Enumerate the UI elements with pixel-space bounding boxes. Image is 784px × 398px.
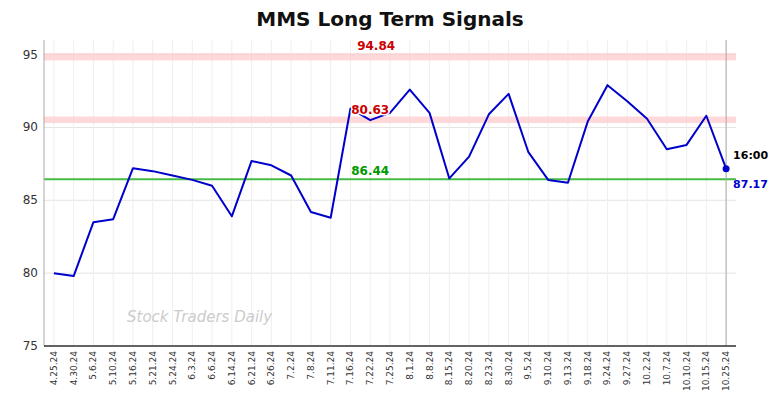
x-tick-label: 9.27.24 <box>622 351 632 386</box>
x-tick-label: 5.21.24 <box>148 351 158 386</box>
y-tick-label: 80 <box>23 266 38 280</box>
x-tick-label: 5.24.24 <box>168 351 178 386</box>
x-tick-label: 6.26.24 <box>266 351 276 386</box>
x-grid-line <box>548 40 549 346</box>
x-grid-line <box>488 40 489 346</box>
chart: MMS Long Term Signals Stock Traders Daily… <box>0 0 784 398</box>
x-grid-line <box>627 40 628 346</box>
x-tick-label: 4.30.24 <box>69 351 79 386</box>
x-tick-label: 6.6.24 <box>207 351 217 380</box>
x-grid-line <box>726 40 727 346</box>
x-grid-line <box>231 40 232 346</box>
y-tick-label: 75 <box>23 339 38 353</box>
x-grid-line <box>686 40 687 346</box>
x-grid-line <box>350 40 351 346</box>
reference-line <box>44 178 736 180</box>
last-price-label: 87.17 <box>733 178 768 191</box>
x-axis-line <box>44 345 736 347</box>
x-grid-line <box>251 40 252 346</box>
x-grid-line <box>647 40 648 346</box>
y-tick-label: 95 <box>23 48 38 62</box>
x-tick-label: 7.8.24 <box>306 351 316 380</box>
x-grid-line <box>528 40 529 346</box>
x-tick-label: 7.22.24 <box>365 351 375 386</box>
x-tick-label: 8.20.24 <box>464 351 474 386</box>
x-grid-line <box>113 40 114 346</box>
x-tick-label: 8.23.24 <box>484 351 494 386</box>
x-grid-line <box>212 40 213 346</box>
x-grid-line <box>53 40 54 346</box>
x-grid-line <box>172 40 173 346</box>
last-point <box>723 165 730 172</box>
y-axis-line <box>44 40 45 346</box>
x-grid-line <box>449 40 450 346</box>
x-tick-label: 9.10.24 <box>543 351 553 386</box>
last-point-line <box>726 40 727 346</box>
x-grid-line <box>310 40 311 346</box>
x-tick-label: 10.25.24 <box>721 351 731 391</box>
x-tick-label: 6.3.24 <box>187 351 197 380</box>
axes: 75 80 85 90 95 4.25.24 4.30.24 5.6.24 5.10.24 5.1… <box>23 40 736 391</box>
x-tick-label: 9.13.24 <box>563 351 573 386</box>
x-grid-line <box>587 40 588 346</box>
x-tick-label: 6.14.24 <box>227 351 237 386</box>
x-grid-line <box>93 40 94 346</box>
x-grid-line <box>469 40 470 346</box>
x-tick-label: 7.16.24 <box>345 351 355 386</box>
x-tick-label: 9.5.24 <box>523 351 533 380</box>
x-tick-label: 7.2.24 <box>286 351 296 380</box>
y-tick-label: 90 <box>23 120 38 134</box>
y-grid-line <box>44 346 736 347</box>
x-grid-line <box>291 40 292 346</box>
x-tick-label: 10.2.24 <box>642 351 652 386</box>
x-tick-label: 10.10.24 <box>682 351 692 391</box>
x-tick-label: 5.10.24 <box>108 351 118 386</box>
x-tick-label: 8.1.24 <box>405 351 415 380</box>
x-tick-label: 8.15.24 <box>444 351 454 386</box>
band <box>44 53 736 60</box>
band <box>44 117 736 124</box>
x-grid-line <box>132 40 133 346</box>
price-line <box>54 85 726 276</box>
grid <box>44 40 736 346</box>
x-grid-line <box>508 40 509 346</box>
last-time-label: 16:00 <box>733 149 768 162</box>
x-tick-label: 4.25.24 <box>49 351 59 386</box>
x-tick-label: 7.11.24 <box>326 351 336 386</box>
x-tick-label: 5.6.24 <box>88 351 98 380</box>
x-grid-line <box>567 40 568 346</box>
x-grid-line <box>73 40 74 346</box>
reference-line-label: 86.44 <box>351 164 389 178</box>
x-grid-line <box>666 40 667 346</box>
plot-area <box>44 40 736 346</box>
x-grid-line <box>271 40 272 346</box>
x-grid-line <box>706 40 707 346</box>
x-grid-line <box>370 40 371 346</box>
x-tick-label: 8.8.24 <box>425 351 435 380</box>
watermark: Stock Traders Daily <box>127 308 273 326</box>
title: MMS Long Term Signals <box>256 7 523 31</box>
y-tick-label: 85 <box>23 193 38 207</box>
x-grid-line <box>152 40 153 346</box>
x-grid-line <box>192 40 193 346</box>
x-tick-label: 10.15.24 <box>701 351 711 391</box>
x-grid-line <box>330 40 331 346</box>
x-grid-line <box>429 40 430 346</box>
x-tick-label: 9.18.24 <box>583 351 593 386</box>
x-grid-line <box>409 40 410 346</box>
x-tick-label: 7.25.24 <box>385 351 395 386</box>
x-tick-label: 6.21.24 <box>247 351 257 386</box>
band-label: 80.63 <box>351 103 389 117</box>
x-tick-label: 10.7.24 <box>662 351 672 386</box>
band-label: 94.84 <box>357 39 395 53</box>
labels: 94.84 80.63 86.44 16:00 87.17 <box>351 39 768 191</box>
x-tick-label: 5.16.24 <box>128 351 138 386</box>
x-tick-label: 9.24.24 <box>602 351 612 386</box>
x-grid-line <box>390 40 391 346</box>
x-tick-label: 8.30.24 <box>504 351 514 386</box>
